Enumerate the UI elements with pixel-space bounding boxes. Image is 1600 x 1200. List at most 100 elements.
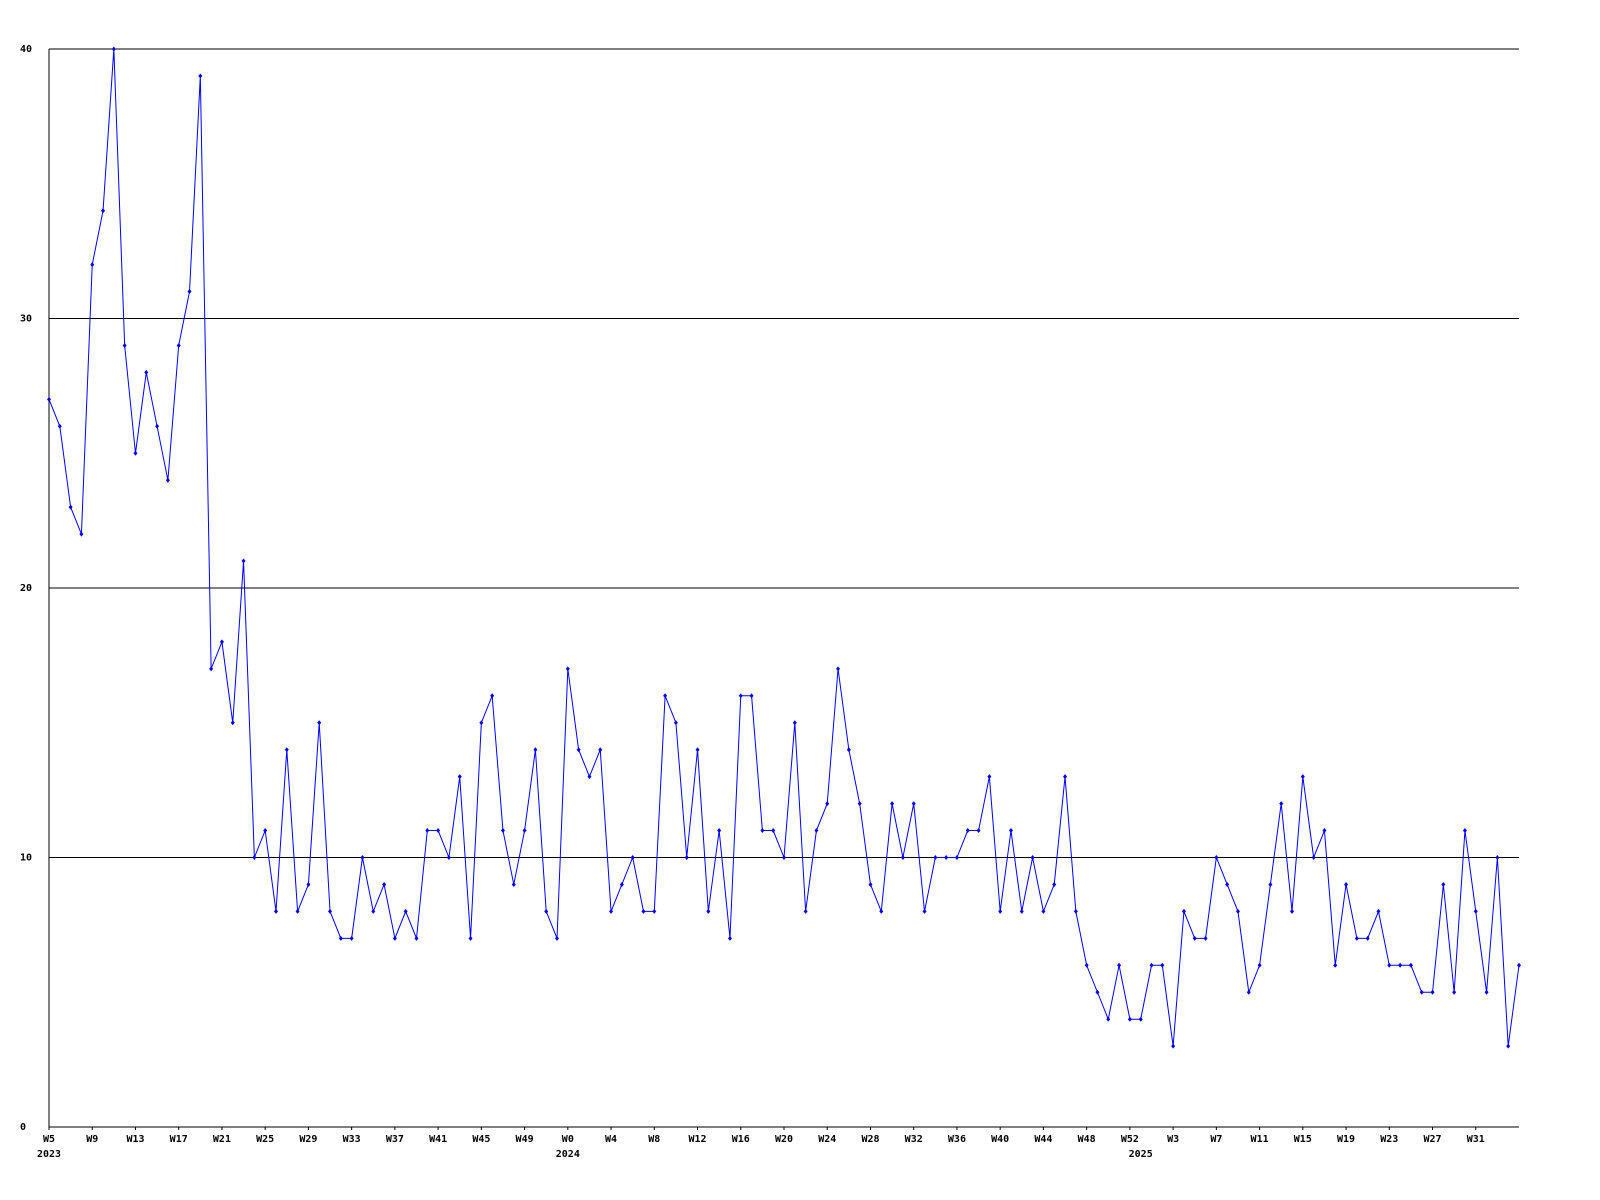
point — [1117, 962, 1122, 968]
point — [1073, 908, 1078, 914]
point — [360, 855, 365, 860]
point — [1441, 881, 1446, 887]
x-tick-label: W25 — [256, 1134, 274, 1145]
x-tick-label: W23 — [1380, 1134, 1398, 1145]
point — [846, 747, 851, 753]
point — [879, 908, 884, 914]
point — [284, 747, 289, 753]
point — [176, 342, 181, 348]
point — [1235, 908, 1240, 914]
point — [749, 693, 754, 699]
point — [1171, 1043, 1176, 1049]
point — [1138, 1016, 1143, 1022]
point — [544, 908, 549, 914]
x-tick-label: W9 — [86, 1134, 98, 1145]
point — [1365, 935, 1370, 941]
point — [57, 423, 62, 429]
point — [857, 801, 862, 807]
point — [1430, 989, 1435, 995]
point — [306, 881, 311, 887]
point — [900, 855, 905, 860]
point — [349, 935, 354, 941]
point — [803, 908, 808, 914]
point — [111, 46, 116, 52]
point — [209, 666, 214, 672]
point — [706, 908, 711, 914]
point — [1322, 828, 1327, 834]
x-tick-label: W41 — [429, 1134, 447, 1145]
x-tick-label: W3 — [1167, 1134, 1179, 1145]
x-tick-label: W24 — [818, 1134, 836, 1145]
point — [1106, 1016, 1111, 1022]
point — [825, 801, 830, 807]
point — [414, 935, 419, 941]
point — [446, 855, 451, 860]
line — [48, 48, 1520, 1047]
point — [890, 801, 895, 807]
point — [479, 720, 484, 726]
point — [500, 828, 505, 834]
point — [998, 908, 1003, 914]
point — [555, 935, 560, 941]
x-tick-label: W13 — [126, 1134, 144, 1145]
point — [1506, 1043, 1511, 1049]
x-tick-label: W49 — [516, 1134, 534, 1145]
point — [338, 935, 343, 941]
point — [1127, 1016, 1132, 1022]
point — [1311, 855, 1316, 860]
x-group-label: 2023 — [37, 1149, 61, 1160]
x-group-label: 2025 — [1129, 1149, 1153, 1160]
point — [987, 774, 992, 780]
y-tick-label: 20 — [20, 583, 32, 594]
point — [1063, 774, 1068, 780]
point — [1008, 828, 1013, 834]
x-tick-label: W29 — [299, 1134, 317, 1145]
point — [436, 828, 441, 834]
point — [219, 639, 224, 645]
point — [165, 477, 170, 483]
point — [1344, 881, 1349, 887]
point — [1473, 908, 1478, 914]
point — [1333, 962, 1338, 968]
x-tick-label: W52 — [1121, 1134, 1139, 1145]
point — [263, 828, 268, 834]
y-tick-label: 40 — [20, 44, 32, 55]
point — [944, 855, 949, 860]
point — [155, 423, 160, 429]
point — [1387, 962, 1392, 968]
point — [1300, 774, 1305, 780]
point — [933, 855, 938, 860]
x-tick-label: W8 — [648, 1134, 660, 1145]
point — [90, 262, 95, 268]
point — [1279, 801, 1284, 807]
point — [836, 666, 841, 672]
x-tick-label: W36 — [948, 1134, 966, 1145]
point — [1408, 962, 1413, 968]
point — [684, 855, 689, 860]
x-tick-label: W4 — [605, 1134, 617, 1145]
point — [47, 396, 51, 402]
point — [1225, 881, 1230, 887]
x-tick-label: W40 — [991, 1134, 1009, 1145]
point — [727, 935, 732, 941]
y-tick-label: 0 — [20, 1122, 26, 1133]
point — [1214, 855, 1219, 860]
point — [295, 908, 300, 914]
point — [101, 208, 106, 214]
point — [1354, 935, 1359, 941]
point — [425, 828, 430, 834]
y-tick-label: 30 — [20, 314, 32, 325]
point — [198, 73, 203, 79]
point — [1203, 935, 1208, 941]
point — [587, 774, 592, 780]
point — [673, 720, 678, 726]
point — [1398, 962, 1403, 968]
point — [782, 855, 786, 860]
x-tick-label: W21 — [213, 1134, 231, 1145]
x-tick-label: W11 — [1251, 1134, 1269, 1145]
point — [1290, 908, 1295, 914]
point — [328, 908, 333, 914]
point — [1192, 935, 1197, 941]
